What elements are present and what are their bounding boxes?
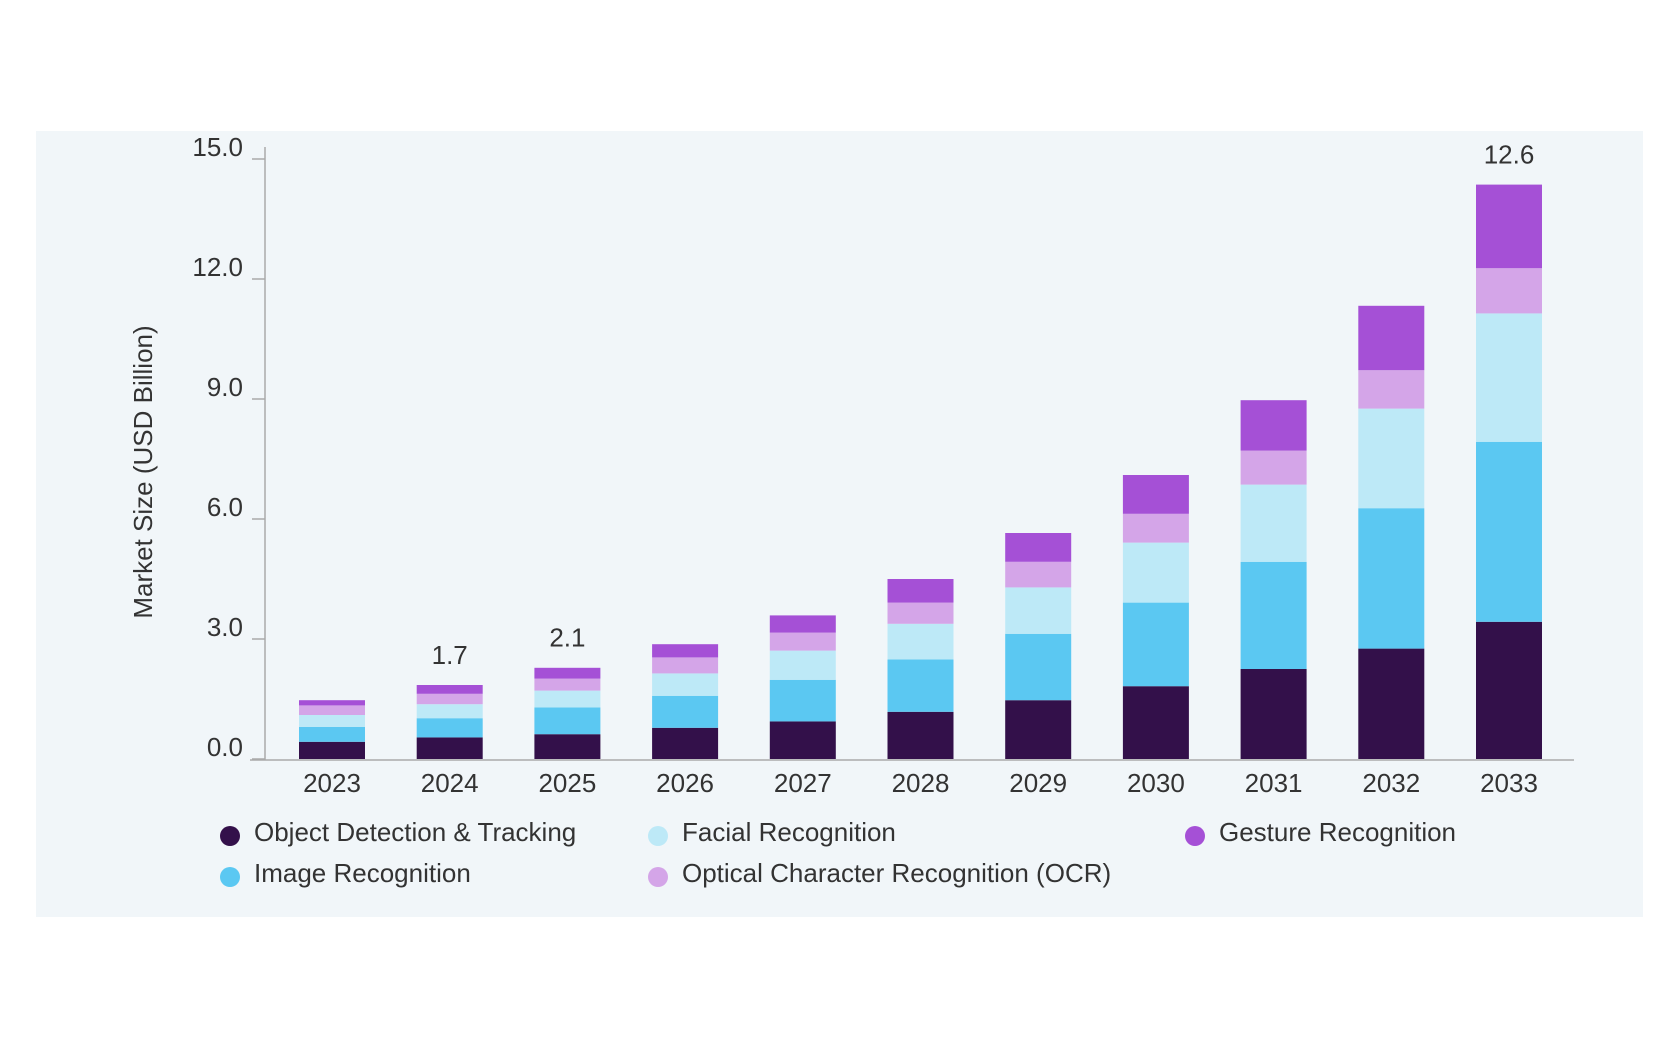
bar-segment — [534, 667, 601, 679]
y-axis-title: Market Size (USD Billion) — [128, 325, 158, 618]
x-tick-label: 2030 — [1127, 768, 1185, 798]
bar-segment — [1240, 400, 1307, 451]
bar-segment — [1122, 542, 1189, 603]
bar-segment — [1476, 268, 1542, 314]
x-tick-label: 2032 — [1362, 768, 1420, 798]
bar-segment — [887, 602, 954, 624]
y-tick-label: 9.0 — [207, 372, 243, 402]
bar-segment — [652, 644, 719, 658]
bar-segment — [1476, 441, 1542, 622]
bar-segment — [769, 632, 836, 651]
bar-segment — [1358, 408, 1425, 509]
y-tick-label: 12.0 — [192, 252, 243, 282]
x-tick-label: 2028 — [892, 768, 950, 798]
bar-segment — [1240, 561, 1307, 669]
bar-segment — [1122, 513, 1189, 543]
legend-label: Object Detection & Tracking — [254, 817, 576, 847]
y-tick-label: 6.0 — [207, 492, 243, 522]
bar-segment — [652, 695, 719, 728]
bar-segment — [769, 615, 836, 633]
legend-label: Image Recognition — [254, 858, 471, 888]
bar-segment — [887, 711, 954, 759]
bar-segment — [1358, 370, 1425, 409]
bar-segment — [1122, 602, 1189, 687]
bar-segment — [1005, 633, 1072, 701]
legend-label: Gesture Recognition — [1219, 817, 1456, 847]
y-tick-label: 3.0 — [207, 612, 243, 642]
bar-segment — [1358, 508, 1425, 649]
x-tick-label: 2026 — [656, 768, 714, 798]
annotation: 1.7 — [432, 640, 468, 670]
x-tick-label: 2025 — [538, 768, 596, 798]
y-tick-label: 0.0 — [207, 732, 243, 762]
bar-segment — [1476, 184, 1542, 269]
bar-segment — [1240, 450, 1307, 485]
legend-marker — [648, 826, 668, 846]
annotation: 12.6 — [1484, 139, 1535, 169]
bar-segment — [887, 659, 954, 712]
bar-segment — [1005, 587, 1072, 634]
bar-segment — [652, 727, 719, 759]
bar-segment — [534, 707, 601, 735]
legend-label: Facial Recognition — [682, 817, 896, 847]
legend-marker — [1185, 826, 1205, 846]
bar-segment — [416, 685, 483, 694]
bar-segment — [1358, 648, 1425, 759]
bar-segment — [416, 704, 483, 719]
x-tick-label: 2023 — [303, 768, 361, 798]
x-tick-label: 2024 — [421, 768, 479, 798]
bar-segment — [416, 693, 483, 705]
bar-segment — [1122, 475, 1189, 514]
bar-segment — [769, 679, 836, 722]
bar-segment — [1005, 700, 1072, 759]
bar-segment — [534, 734, 601, 759]
bar-segment — [1005, 561, 1072, 588]
bar-segment — [1476, 621, 1542, 759]
annotation: 2.1 — [549, 623, 585, 653]
bar-segment — [299, 715, 365, 727]
y-tick-label: 15.0 — [192, 132, 243, 162]
x-tick-label: 2029 — [1009, 768, 1067, 798]
bar-segment — [1476, 313, 1542, 442]
bar-segment — [769, 721, 836, 759]
bar-segment — [299, 700, 365, 706]
bar-segment — [416, 737, 483, 759]
bar-segment — [887, 623, 954, 660]
bar-segment — [769, 650, 836, 680]
bar-segment — [534, 678, 601, 691]
x-tick-label: 2027 — [774, 768, 832, 798]
x-tick-label: 2033 — [1480, 768, 1538, 798]
x-tick-label: 2031 — [1245, 768, 1303, 798]
legend-label: Optical Character Recognition (OCR) — [682, 858, 1111, 888]
bar-segment — [1240, 484, 1307, 562]
bar-segment — [1240, 669, 1307, 759]
bar-segment — [1122, 686, 1189, 759]
bar-segment — [1358, 305, 1425, 371]
legend-marker — [220, 826, 240, 846]
bar-segment — [652, 657, 719, 674]
bar-segment — [299, 741, 365, 759]
bar-segment — [1005, 533, 1072, 562]
legend-marker — [220, 867, 240, 887]
bar-segment — [299, 705, 365, 715]
bar-segment — [534, 690, 601, 708]
bar-segment — [299, 727, 365, 742]
bar-segment — [887, 579, 954, 603]
bar-segment — [652, 673, 719, 696]
bar-segment — [416, 718, 483, 738]
legend-marker — [648, 867, 668, 887]
